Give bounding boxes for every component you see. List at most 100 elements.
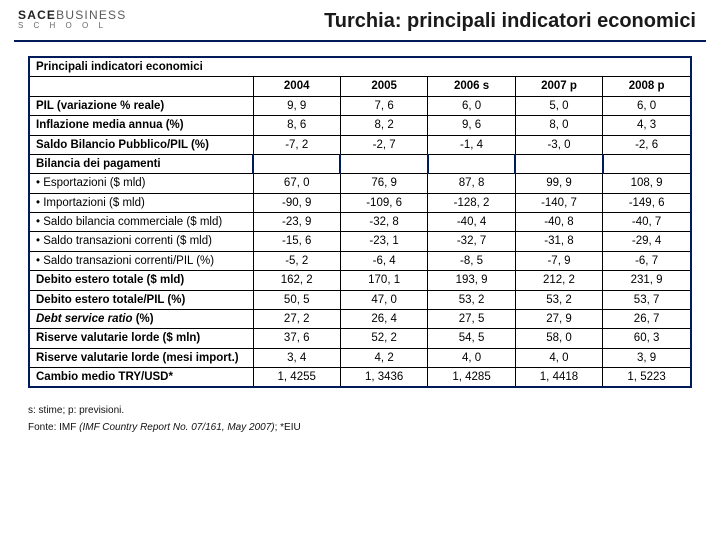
data-cell: 9, 6 xyxy=(428,116,515,135)
data-cell: 4, 0 xyxy=(428,348,515,367)
data-cell: 1, 4255 xyxy=(253,368,340,388)
data-cell: -40, 4 xyxy=(428,213,515,232)
data-cell: 4, 0 xyxy=(515,348,602,367)
data-cell: 6, 0 xyxy=(428,96,515,115)
data-cell: 52, 2 xyxy=(340,329,427,348)
section-header: Bilancia dei pagamenti xyxy=(29,154,253,173)
data-cell: 170, 1 xyxy=(340,271,427,290)
col-header: 2004 xyxy=(253,77,340,96)
data-cell: -5, 2 xyxy=(253,251,340,270)
row-label: Debt service ratio (%) xyxy=(29,309,253,328)
data-cell: 99, 9 xyxy=(515,174,602,193)
data-cell: -7, 9 xyxy=(515,251,602,270)
data-cell: 27, 5 xyxy=(428,309,515,328)
row-label: Cambio medio TRY/USD* xyxy=(29,368,253,388)
blank-corner xyxy=(29,77,253,96)
data-cell: 26, 4 xyxy=(340,309,427,328)
data-cell: 162, 2 xyxy=(253,271,340,290)
data-cell: 3, 4 xyxy=(253,348,340,367)
data-cell: 27, 2 xyxy=(253,309,340,328)
data-cell: 54, 5 xyxy=(428,329,515,348)
row-label: • Esportazioni ($ mld) xyxy=(29,174,253,193)
empty-cell xyxy=(253,154,340,173)
row-label: Riserve valutarie lorde ($ mln) xyxy=(29,329,253,348)
data-cell: 108, 9 xyxy=(603,174,691,193)
data-cell: 53, 2 xyxy=(428,290,515,309)
data-cell: 76, 9 xyxy=(340,174,427,193)
data-cell: 3, 9 xyxy=(603,348,691,367)
data-cell: -128, 2 xyxy=(428,193,515,212)
logo-top: SACEBUSINESS xyxy=(18,8,158,22)
data-cell: -90, 9 xyxy=(253,193,340,212)
logo: SACEBUSINESS S C H O O L xyxy=(18,8,158,34)
data-cell: -40, 8 xyxy=(515,213,602,232)
data-cell: 47, 0 xyxy=(340,290,427,309)
footnote-1: s: stime; p: previsioni. xyxy=(28,402,692,419)
data-cell: -1, 4 xyxy=(428,135,515,154)
data-cell: 5, 0 xyxy=(515,96,602,115)
data-cell: 1, 4418 xyxy=(515,368,602,388)
data-cell: -2, 7 xyxy=(340,135,427,154)
col-header: 2007 p xyxy=(515,77,602,96)
data-cell: 53, 2 xyxy=(515,290,602,309)
footnote-2: Fonte: IMF (IMF Country Report No. 07/16… xyxy=(28,419,692,436)
row-label: Debito estero totale ($ mld) xyxy=(29,271,253,290)
row-label: Inflazione media annua (%) xyxy=(29,116,253,135)
data-cell: -109, 6 xyxy=(340,193,427,212)
empty-cell xyxy=(340,154,427,173)
main-header: Principali indicatori economici xyxy=(29,57,691,77)
data-cell: -15, 6 xyxy=(253,232,340,251)
data-cell: 87, 8 xyxy=(428,174,515,193)
data-cell: 53, 7 xyxy=(603,290,691,309)
footnotes: s: stime; p: previsioni. Fonte: IMF (IMF… xyxy=(28,402,692,436)
data-cell: 6, 0 xyxy=(603,96,691,115)
data-cell: -6, 7 xyxy=(603,251,691,270)
empty-cell xyxy=(515,154,602,173)
data-cell: 7, 6 xyxy=(340,96,427,115)
data-cell: 60, 3 xyxy=(603,329,691,348)
data-cell: 8, 0 xyxy=(515,116,602,135)
data-cell: -23, 1 xyxy=(340,232,427,251)
data-cell: -2, 6 xyxy=(603,135,691,154)
logo-bottom: S C H O O L xyxy=(18,21,158,30)
data-cell: 231, 9 xyxy=(603,271,691,290)
data-cell: 50, 5 xyxy=(253,290,340,309)
data-cell: -8, 5 xyxy=(428,251,515,270)
row-label: • Saldo transazioni correnti/PIL (%) xyxy=(29,251,253,270)
data-cell: 4, 2 xyxy=(340,348,427,367)
page-title: Turchia: principali indicatori economici xyxy=(158,10,702,33)
col-header: 2006 s xyxy=(428,77,515,96)
empty-cell xyxy=(603,154,691,173)
indicators-table: Principali indicatori economici200420052… xyxy=(28,56,692,388)
data-cell: 1, 4285 xyxy=(428,368,515,388)
row-label: • Saldo transazioni correnti ($ mld) xyxy=(29,232,253,251)
data-cell: -23, 9 xyxy=(253,213,340,232)
data-cell: 4, 3 xyxy=(603,116,691,135)
data-cell: -3, 0 xyxy=(515,135,602,154)
data-cell: 26, 7 xyxy=(603,309,691,328)
data-cell: -32, 8 xyxy=(340,213,427,232)
data-cell: -29, 4 xyxy=(603,232,691,251)
data-cell: 37, 6 xyxy=(253,329,340,348)
col-header: 2005 xyxy=(340,77,427,96)
row-label: Riserve valutarie lorde (mesi import.) xyxy=(29,348,253,367)
data-cell: 67, 0 xyxy=(253,174,340,193)
row-label: Saldo Bilancio Pubblico/PIL (%) xyxy=(29,135,253,154)
row-label: • Saldo bilancia commerciale ($ mld) xyxy=(29,213,253,232)
data-cell: 1, 5223 xyxy=(603,368,691,388)
row-label: • Importazioni ($ mld) xyxy=(29,193,253,212)
divider xyxy=(14,40,706,42)
data-cell: 1, 3436 xyxy=(340,368,427,388)
data-cell: 9, 9 xyxy=(253,96,340,115)
empty-cell xyxy=(428,154,515,173)
row-label: Debito estero totale/PIL (%) xyxy=(29,290,253,309)
header: SACEBUSINESS S C H O O L Turchia: princi… xyxy=(0,0,720,40)
row-label: PIL (variazione % reale) xyxy=(29,96,253,115)
data-cell: 58, 0 xyxy=(515,329,602,348)
data-cell: -40, 7 xyxy=(603,213,691,232)
logo-bold: SACE xyxy=(18,8,56,22)
col-header: 2008 p xyxy=(603,77,691,96)
data-cell: 193, 9 xyxy=(428,271,515,290)
data-cell: 8, 2 xyxy=(340,116,427,135)
data-cell: 212, 2 xyxy=(515,271,602,290)
